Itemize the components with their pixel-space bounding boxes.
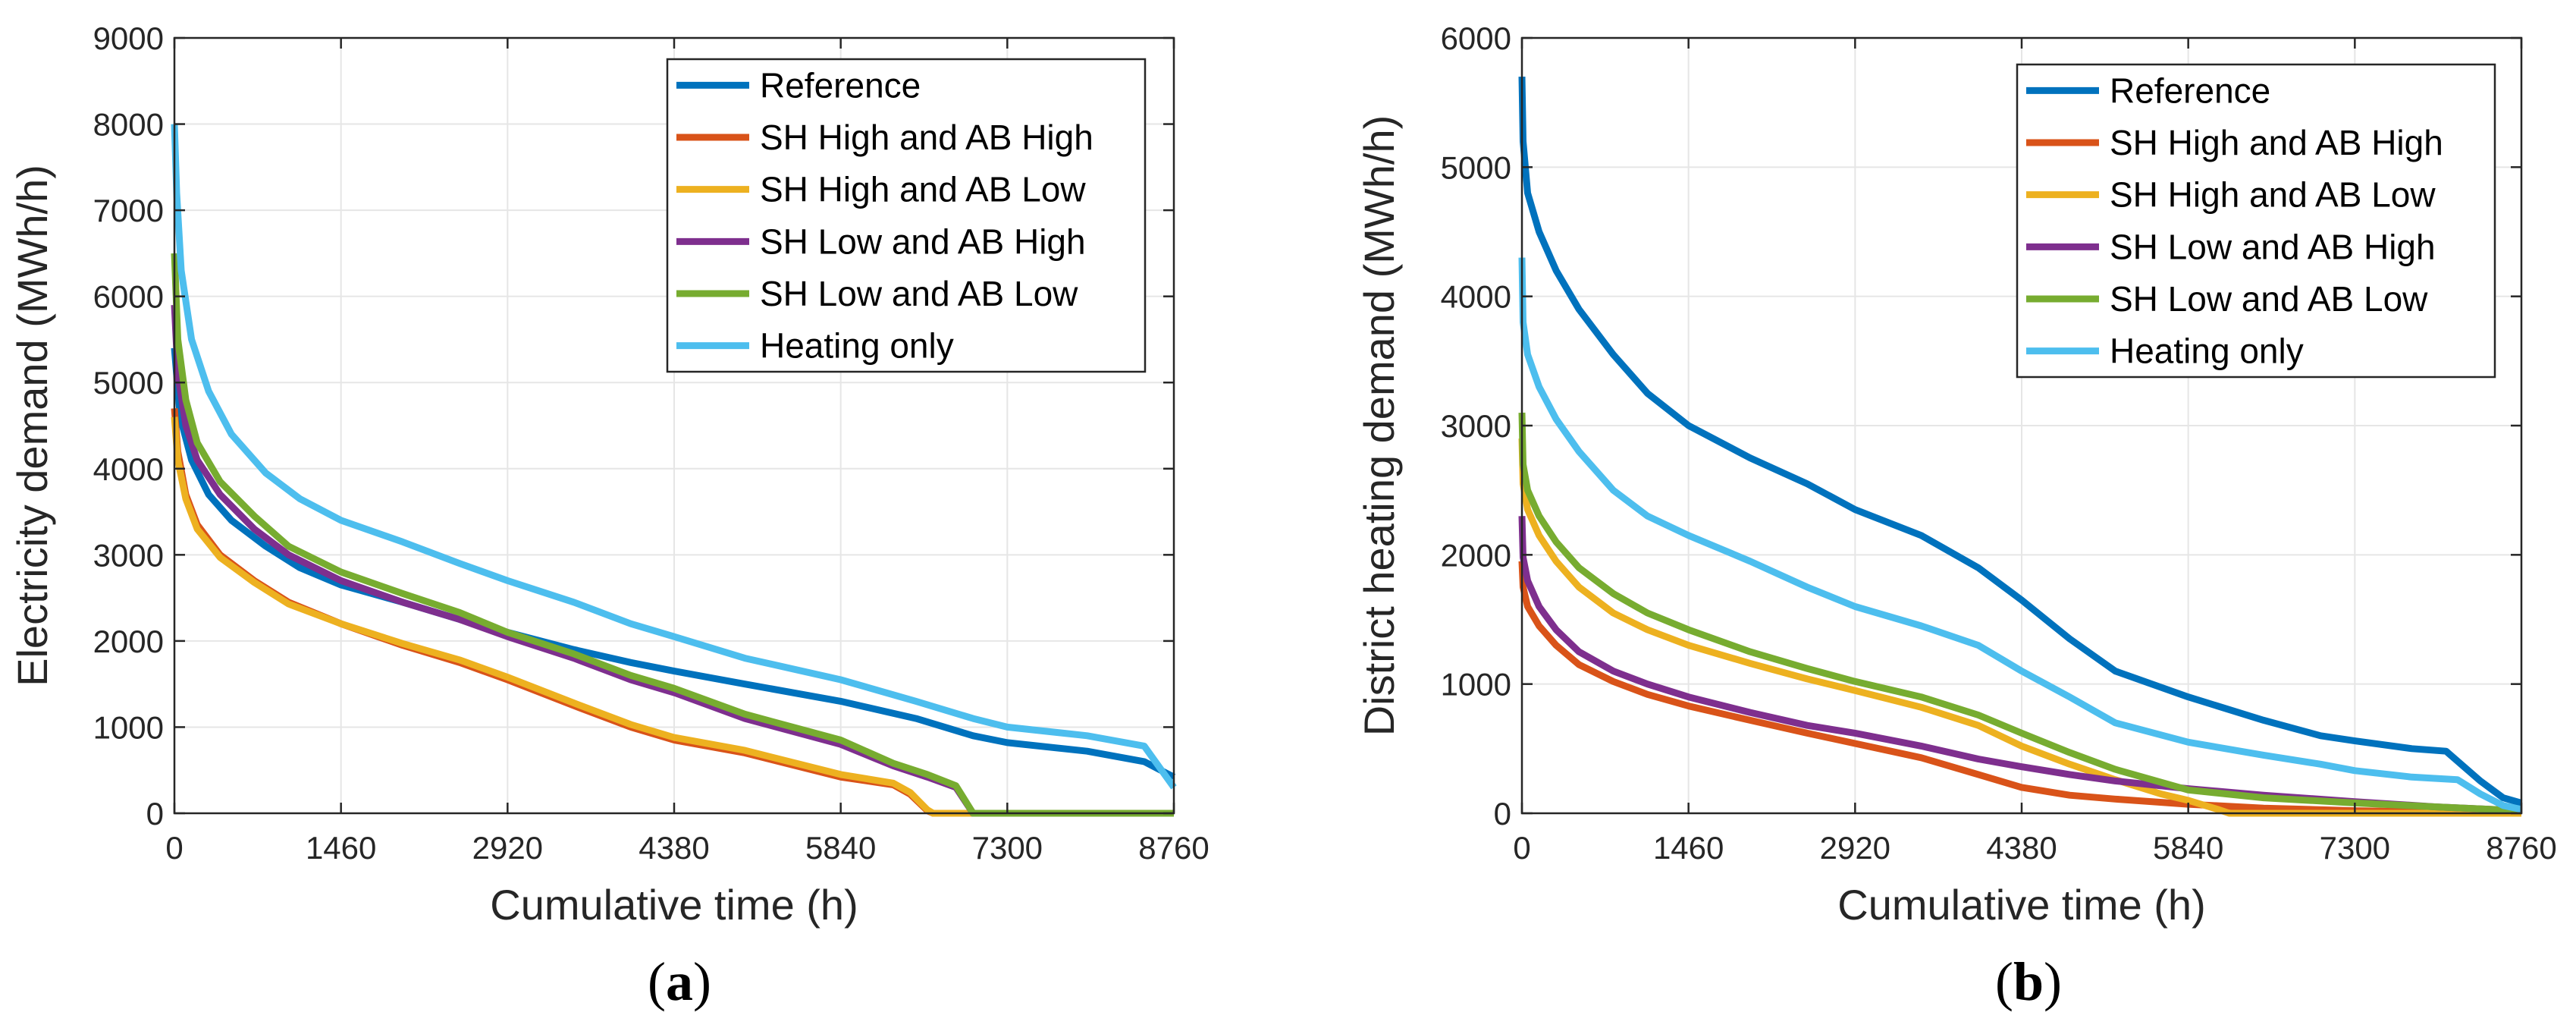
legend-label: Reference: [2110, 71, 2270, 110]
x-tick-label: 1460: [1653, 830, 1724, 866]
series-line-heating-only: [171, 124, 1177, 790]
legend-label: SH Low and AB High: [2110, 227, 2436, 266]
x-tick-label: 8760: [2486, 830, 2556, 866]
chart-panel-b: 0 1460 2920 4380 5840 7300 8760 0 1000 2000 3000 40…: [1355, 20, 2557, 1012]
panel-label-close: ): [693, 951, 711, 1012]
x-tick-label: 5840: [2153, 830, 2223, 866]
legend: Reference SH High and AB High SH High and …: [666, 58, 1147, 373]
legend-label: Heating only: [2110, 332, 2304, 371]
x-tick-label: 0: [165, 830, 183, 866]
y-tick-label: 5000: [93, 365, 164, 401]
y-tick-label: 0: [1494, 796, 1511, 831]
y-tick-label: 0: [146, 796, 164, 831]
x-tick-label: 4380: [639, 830, 709, 866]
y-tick-label: 3000: [1441, 408, 1511, 444]
chart-panel-a: 0 1460 2920 4380 5840 7300 8760 0 1000 2000 3000 40…: [8, 20, 1210, 1012]
panel-label-close: ): [2044, 951, 2062, 1012]
legend-label: SH High and AB Low: [760, 170, 1086, 209]
legend-box: [2016, 63, 2496, 379]
legend-label: SH High and AB High: [760, 118, 1093, 157]
series-line-sh-high-and-ab-high: [1518, 561, 2522, 817]
panel-label: (b): [1995, 951, 2062, 1012]
series-line-sh-high-and-ab-low: [1518, 438, 2521, 817]
series-line-sh-low-and-ab-low: [1518, 412, 2522, 815]
legend-label: SH Low and AB Low: [760, 274, 1078, 313]
legend-box: [666, 58, 1147, 373]
legend-label: SH Low and AB Low: [2110, 279, 2428, 319]
x-tick-label: 4380: [1986, 830, 2057, 866]
y-tick-label: 8000: [93, 107, 164, 143]
x-tick-label: 7300: [2320, 830, 2390, 866]
panel-label-open: (: [648, 951, 666, 1012]
series-line-sh-low-and-ab-low: [171, 253, 1174, 817]
y-axis-label: Electricity demand (MWh/h): [8, 165, 56, 687]
y-tick-label: 6000: [93, 279, 164, 315]
panel-label-letter: b: [2013, 951, 2044, 1012]
x-axis-label: Cumulative time (h): [490, 881, 858, 929]
x-tick-label: 8760: [1138, 830, 1209, 866]
legend-label: Reference: [760, 65, 921, 105]
x-tick-label: 5840: [805, 830, 876, 866]
legend-label: SH High and AB Low: [2110, 175, 2436, 215]
series-line-reference: [1518, 77, 2523, 806]
x-axis-label: Cumulative time (h): [1837, 881, 2205, 929]
series-line-heating-only: [1518, 257, 2522, 813]
y-tick-label: 1000: [1441, 667, 1511, 703]
series-line-sh-high-and-ab-low: [171, 416, 1174, 817]
legend: Reference SH High and AB High SH High and …: [2016, 63, 2496, 379]
y-tick-label: 3000: [93, 537, 164, 573]
panel-label: (a): [648, 951, 711, 1012]
y-tick-label: 7000: [93, 193, 164, 228]
legend-label: Heating only: [760, 326, 954, 366]
legend-label: SH High and AB High: [2110, 123, 2443, 162]
x-tick-label: 1460: [306, 830, 376, 866]
panel-label-letter: a: [666, 951, 693, 1012]
legend-label: SH Low and AB High: [760, 222, 1086, 261]
y-tick-label: 5000: [1441, 149, 1511, 185]
y-tick-label: 6000: [1441, 20, 1511, 56]
y-axis-label: District heating demand (MWh/h): [1355, 115, 1403, 737]
y-tick-label: 1000: [93, 709, 164, 745]
y-tick-label: 9000: [93, 20, 164, 56]
y-tick-label: 2000: [93, 624, 164, 659]
x-tick-label: 2920: [472, 830, 543, 866]
y-tick-label: 4000: [1441, 279, 1511, 315]
panel-label-open: (: [1995, 951, 2013, 1012]
y-tick-label: 4000: [93, 451, 164, 487]
x-tick-label: 7300: [972, 830, 1043, 866]
y-tick-label: 2000: [1441, 537, 1511, 573]
x-tick-label: 0: [1513, 830, 1530, 866]
x-tick-label: 2920: [1820, 830, 1890, 866]
